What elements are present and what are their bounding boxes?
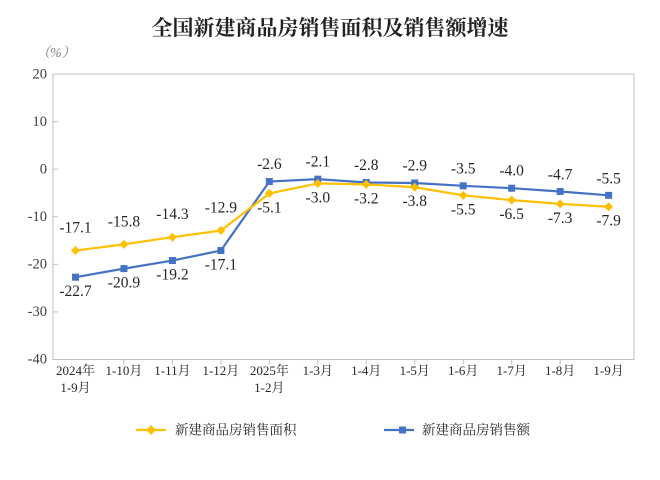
svg-text:1-2月: 1-2月 (254, 380, 284, 395)
svg-text:1-9月: 1-9月 (593, 363, 623, 378)
svg-text:-5.5: -5.5 (596, 170, 621, 187)
svg-text:-14.3: -14.3 (156, 206, 189, 223)
svg-text:-2.6: -2.6 (257, 156, 282, 173)
svg-text:-20: -20 (28, 257, 47, 273)
svg-text:新建商品房销售额: 新建商品房销售额 (422, 422, 530, 438)
svg-text:新建商品房销售面积: 新建商品房销售面积 (175, 422, 297, 438)
svg-text:-6.5: -6.5 (499, 206, 524, 223)
svg-text:-3.2: -3.2 (354, 190, 379, 207)
svg-text:-15.8: -15.8 (108, 213, 141, 230)
svg-text:-30: -30 (28, 304, 47, 320)
svg-text:1-11月: 1-11月 (154, 363, 190, 378)
svg-text:-17.1: -17.1 (205, 257, 237, 274)
svg-text:-20.9: -20.9 (108, 275, 141, 292)
svg-text:-5.5: -5.5 (451, 201, 476, 218)
svg-text:1-10月: 1-10月 (106, 363, 143, 378)
svg-text:2024年: 2024年 (56, 363, 95, 378)
svg-text:-5.1: -5.1 (257, 199, 282, 216)
svg-text:1-8月: 1-8月 (545, 363, 575, 378)
svg-text:-40: -40 (28, 352, 47, 368)
svg-text:1-6月: 1-6月 (448, 363, 478, 378)
svg-text:-7.9: -7.9 (596, 213, 621, 230)
svg-text:-2.9: -2.9 (402, 158, 427, 175)
svg-text:-7.3: -7.3 (548, 210, 573, 227)
svg-text:1-7月: 1-7月 (496, 363, 526, 378)
svg-text:-12.9: -12.9 (205, 200, 238, 217)
svg-text:1-3月: 1-3月 (303, 363, 333, 378)
svg-text:1-12月: 1-12月 (202, 363, 239, 378)
svg-text:1-5月: 1-5月 (400, 363, 430, 378)
svg-text:-4.7: -4.7 (548, 167, 573, 184)
svg-text:20: 20 (33, 67, 48, 83)
svg-text:-4.0: -4.0 (499, 163, 524, 180)
svg-text:-3.0: -3.0 (306, 189, 331, 206)
svg-text:0: 0 (40, 162, 47, 178)
svg-text:1-9月: 1-9月 (60, 380, 90, 395)
svg-text:-2.1: -2.1 (306, 154, 331, 171)
svg-text:-3.5: -3.5 (451, 160, 476, 177)
svg-text:10: 10 (33, 114, 48, 130)
svg-text:-19.2: -19.2 (156, 267, 188, 284)
svg-text:-22.7: -22.7 (59, 283, 92, 300)
svg-text:-3.8: -3.8 (402, 193, 427, 210)
svg-text:-2.8: -2.8 (354, 157, 379, 174)
svg-text:1-4月: 1-4月 (351, 363, 381, 378)
svg-text:2025年: 2025年 (250, 363, 289, 378)
svg-text:-10: -10 (28, 209, 47, 225)
svg-text:-17.1: -17.1 (59, 220, 91, 237)
